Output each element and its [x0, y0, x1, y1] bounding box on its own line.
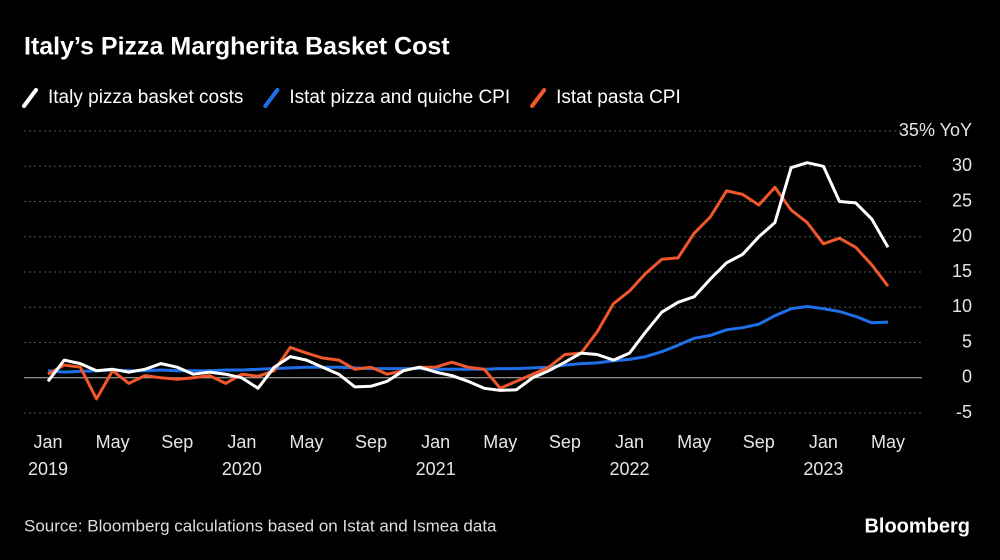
series-line [47, 305, 889, 374]
x-tick-label: Sep [161, 432, 193, 452]
y-tick-label: 5 [962, 331, 972, 351]
legend-swatch [22, 88, 38, 108]
legend-label: Istat pizza and quiche CPI [289, 87, 510, 108]
x-tick-label: Jan [227, 432, 256, 452]
x-year-label: 2023 [803, 459, 843, 479]
x-tick-label: Jan [615, 432, 644, 452]
x-tick-label: May [483, 432, 517, 452]
series-line [46, 161, 890, 392]
y-tick-label: -5 [956, 402, 972, 422]
x-tick-label: Jan [33, 432, 62, 452]
y-tick-label: 0 [962, 367, 972, 387]
y-tick-label: 30 [952, 155, 972, 175]
y-tick-label: 20 [952, 226, 972, 246]
x-tick-label: Sep [743, 432, 775, 452]
x-year-label: 2019 [28, 459, 68, 479]
x-tick-label: May [289, 432, 323, 452]
x-year-label: 2022 [610, 459, 650, 479]
x-tick-label: Sep [355, 432, 387, 452]
x-year-label: 2021 [416, 459, 456, 479]
x-tick-label: Jan [421, 432, 450, 452]
chart-title: Italy’s Pizza Margherita Basket Cost [24, 33, 450, 61]
x-tick-label: Sep [549, 432, 581, 452]
x-tick-label: May [871, 432, 905, 452]
y-tick-label: 10 [952, 296, 972, 316]
legend-label: Italy pizza basket costs [48, 87, 243, 108]
x-tick-label: May [677, 432, 711, 452]
brand: Bloomberg [864, 515, 970, 537]
legend-swatch [263, 88, 280, 108]
legend-swatch [530, 88, 547, 108]
y-tick-label: 15 [952, 261, 972, 281]
y-tick-label: 35% YoY [899, 120, 972, 140]
y-tick-label: 25 [952, 190, 972, 210]
x-tick-label: May [96, 432, 130, 452]
source-note: Source: Bloomberg calculations based on … [24, 516, 497, 535]
x-tick-label: Jan [809, 432, 838, 452]
legend-label: Istat pasta CPI [556, 87, 681, 108]
series-line [47, 185, 890, 401]
x-year-label: 2020 [222, 459, 262, 479]
